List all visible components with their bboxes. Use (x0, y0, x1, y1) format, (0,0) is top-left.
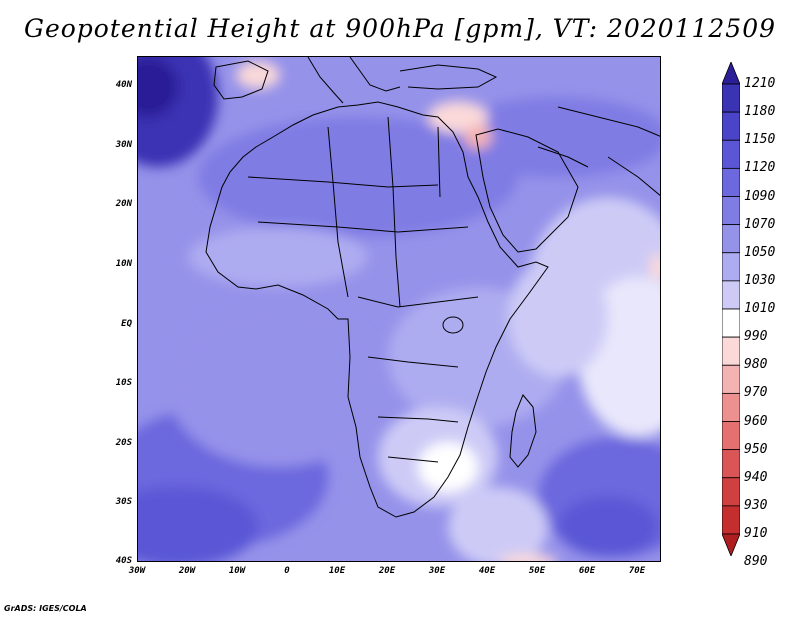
coastlines (205, 57, 660, 518)
colorbar (722, 62, 740, 556)
colorbar-segment (722, 252, 740, 282)
colorbar-segment (722, 308, 740, 338)
colorbar-label: 1210 (744, 76, 776, 91)
colorbar-segment (722, 336, 740, 366)
map-panel (137, 56, 661, 562)
colorbar-label: 1120 (744, 160, 776, 176)
colorbar-label: 890 (744, 554, 768, 570)
software-credit: GrADS: IGES/COLA (4, 604, 87, 613)
colorbar-segment (722, 477, 740, 507)
colorbar-segment (722, 224, 740, 254)
colorbar-top-arrow (722, 62, 740, 85)
lat-label: 30S (115, 497, 132, 507)
colorbar-segment (722, 364, 740, 394)
colorbar-label: 950 (744, 441, 768, 457)
lat-label: 10N (115, 259, 132, 269)
colorbar-segment (722, 449, 740, 479)
colorbar-label: 980 (744, 357, 768, 373)
map-title: Geopotential Height at 900hPa [gpm], VT:… (23, 14, 777, 43)
colorbar-label: 910 (744, 526, 768, 541)
colorbar-label: 970 (744, 385, 768, 401)
geopotential-field (138, 57, 660, 561)
colorbar-segment (722, 167, 740, 197)
colorbar-segment (722, 505, 740, 535)
lon-label: 0 (284, 566, 290, 576)
colorbar-segment (722, 83, 740, 113)
lat-label: 30N (115, 140, 132, 150)
lat-label: 40S (115, 556, 132, 566)
lon-label: 40E (478, 566, 496, 576)
colorbar-bottom-arrow (722, 533, 740, 556)
colorbar-segment (722, 280, 740, 310)
lon-label: 20E (378, 566, 396, 576)
colorbar-label: 1070 (744, 216, 776, 232)
lon-label: 50E (528, 566, 546, 576)
lon-label: 30W (128, 566, 146, 576)
colorbar-label: 990 (744, 329, 768, 345)
lat-label: 20N (115, 199, 132, 209)
colorbar-label: 960 (744, 413, 768, 429)
field-shading (138, 57, 660, 561)
colorbar-label: 1030 (744, 272, 776, 288)
colorbar-segment (722, 421, 740, 451)
lon-label: 10E (328, 566, 346, 576)
colorbar-label: 930 (744, 497, 768, 513)
lon-label: 30E (428, 566, 446, 576)
lon-label: 10W (228, 566, 246, 576)
lat-label: 10S (115, 378, 132, 388)
colorbar-label: 1150 (744, 132, 776, 148)
colorbar-segment (722, 111, 740, 141)
colorbar-label: 1010 (744, 301, 776, 316)
colorbar-segment (722, 392, 740, 422)
lat-label: 20S (115, 438, 132, 448)
lon-label: 70E (628, 566, 646, 576)
colorbar-label: 1090 (744, 188, 776, 204)
lat-label: 40N (115, 80, 132, 90)
lon-label: 20W (178, 566, 196, 576)
colorbar-label: 1050 (744, 244, 776, 260)
colorbar-segment (722, 196, 740, 226)
lat-label: EQ (121, 319, 132, 329)
lon-label: 60E (578, 566, 596, 576)
colorbar-label: 940 (744, 469, 768, 485)
colorbar-label: 1180 (744, 104, 776, 120)
colorbar-segment (722, 139, 740, 169)
